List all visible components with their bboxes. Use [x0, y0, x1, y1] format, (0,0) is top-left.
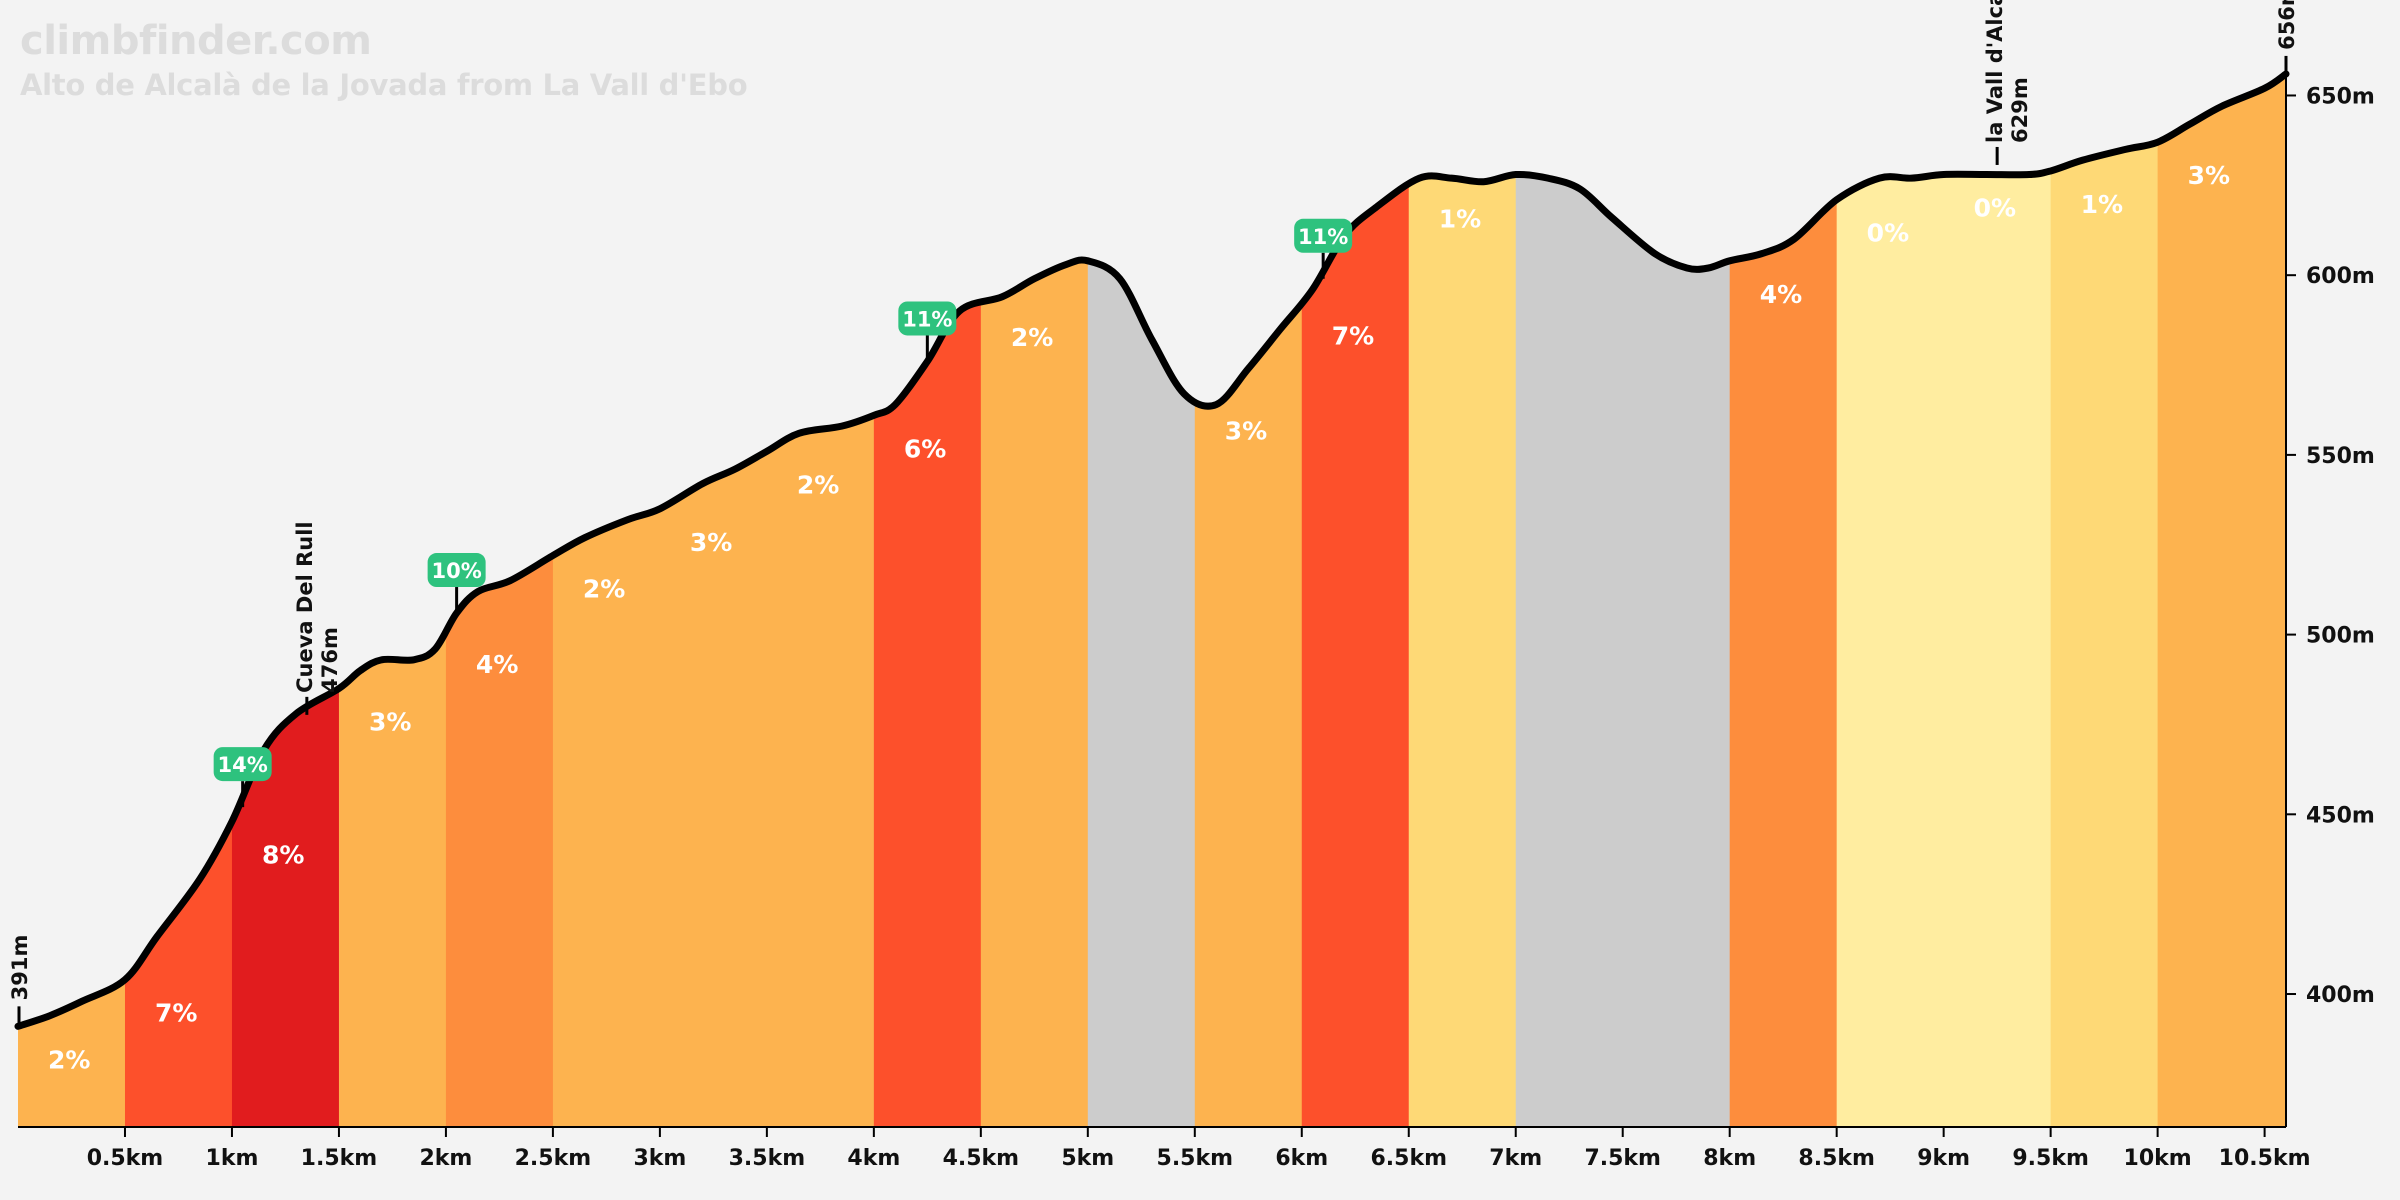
x-tick-label: 4.5km	[943, 1146, 1020, 1171]
y-tick-label: 450m	[2306, 803, 2375, 828]
x-tick-label: 8km	[1703, 1146, 1756, 1171]
gradient-segment	[231, 73, 340, 1127]
segment-gradient-label: 8%	[262, 840, 304, 869]
max-gradient-badge	[1294, 218, 1353, 253]
gradient-segment	[1943, 73, 2052, 1127]
x-tick-label: 9.5km	[2012, 1146, 2089, 1171]
segment-gradient-label: 4%	[476, 650, 518, 679]
gradient-segment	[873, 73, 982, 1127]
end-elevation-label: 656m	[2275, 0, 2299, 50]
waypoint-name-label: Cueva Del Rull	[293, 521, 317, 692]
segment-gradient-label: 6%	[904, 434, 946, 463]
segment-gradient-label: 2%	[797, 470, 839, 499]
waypoint-elevation-label: 629m	[2008, 77, 2032, 143]
gradient-segment	[2050, 73, 2159, 1127]
x-tick-label: 8.5km	[1798, 1146, 1875, 1171]
segment-gradient-label: 2%	[583, 575, 625, 604]
gradient-segment	[766, 73, 875, 1127]
x-tick-label: 9km	[1917, 1146, 1970, 1171]
waypoint-name-label: la Vall d'Alcalà	[1983, 0, 2007, 143]
segment-gradient-label: 3%	[690, 528, 732, 557]
segment-gradient-label: 3%	[1225, 416, 1267, 445]
max-gradient-badge	[427, 553, 486, 588]
gradient-segment	[1087, 73, 1196, 1127]
y-tick-label: 500m	[2306, 624, 2375, 649]
x-tick-label: 10km	[2124, 1146, 2192, 1171]
gradient-segment	[659, 73, 768, 1127]
x-tick-label: 3.5km	[729, 1146, 806, 1171]
max-gradient-label: 10%	[431, 559, 481, 583]
x-tick-label: 1.5km	[301, 1146, 378, 1171]
max-gradient-badge	[898, 301, 957, 336]
x-tick-label: 5.5km	[1157, 1146, 1234, 1171]
gradient-segment	[2157, 73, 2286, 1127]
x-tick-label: 3km	[633, 1146, 686, 1171]
gradient-segments	[18, 73, 2286, 1127]
elevation-line	[14, 70, 2290, 1030]
brand-logo-text: climbfinder.com	[20, 18, 372, 64]
max-gradient-label: 11%	[1298, 225, 1348, 249]
gradient-segment	[1301, 73, 1410, 1127]
segment-gradient-label: 7%	[155, 999, 197, 1028]
x-tick-label: 2km	[419, 1146, 472, 1171]
gradient-segment	[552, 73, 661, 1127]
x-tick-label: 0.5km	[87, 1146, 164, 1171]
gradient-segment	[1836, 73, 1945, 1127]
segment-gradient-label: 0%	[1867, 219, 1909, 248]
max-gradient-badge	[213, 747, 272, 782]
segment-gradient-label: 1%	[2081, 190, 2123, 219]
max-gradient-label: 14%	[218, 753, 268, 777]
x-tick-label: 6km	[1275, 1146, 1328, 1171]
segment-gradient-label: 1%	[1439, 204, 1481, 233]
start-elevation-label: 391m	[8, 935, 32, 1001]
y-tick-label: 400m	[2306, 983, 2375, 1008]
segment-gradient-label: 3%	[369, 708, 411, 737]
chart-title: Alto de Alcalà de la Jovada from La Vall…	[20, 68, 748, 102]
waypoint-elevation-label: 476m	[318, 627, 342, 693]
x-tick-label: 2.5km	[515, 1146, 592, 1171]
gradient-segment	[1194, 73, 1303, 1127]
segment-gradient-label: 0%	[1974, 194, 2016, 223]
gradient-segment	[1408, 73, 1517, 1127]
x-tick-label: 5km	[1061, 1146, 1114, 1171]
segment-gradient-label: 2%	[1011, 323, 1053, 352]
x-tick-label: 7.5km	[1584, 1146, 1661, 1171]
x-tick-label: 6.5km	[1370, 1146, 1447, 1171]
gradient-segment	[18, 73, 126, 1127]
gradient-segment	[1729, 73, 1838, 1127]
y-tick-label: 600m	[2306, 264, 2375, 289]
x-tick-label: 1km	[206, 1146, 259, 1171]
y-tick-label: 650m	[2306, 84, 2375, 109]
segment-gradient-label: 7%	[1332, 322, 1374, 351]
gradient-segment	[980, 73, 1089, 1127]
max-gradient-label: 11%	[902, 307, 952, 331]
x-tick-label: 7km	[1489, 1146, 1542, 1171]
y-tick-label: 550m	[2306, 444, 2375, 469]
gradient-segment	[1515, 73, 1731, 1127]
x-tick-label: 4km	[847, 1146, 900, 1171]
segment-gradient-label: 4%	[1760, 280, 1802, 309]
segment-gradient-label: 3%	[2188, 161, 2230, 190]
x-tick-label: 10.5km	[2219, 1146, 2311, 1171]
segment-gradient-label: 2%	[48, 1045, 90, 1074]
